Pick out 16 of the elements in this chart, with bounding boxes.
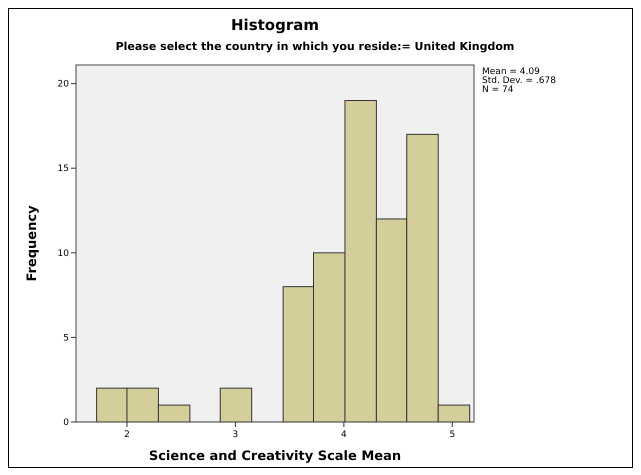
y-tick-label: 0 <box>63 418 70 428</box>
text: N = 74 <box>482 85 514 95</box>
y-tick-label: 20 <box>58 80 70 90</box>
y-axis-title: Frequency <box>25 204 40 282</box>
y-tick-label: 15 <box>58 164 69 174</box>
x-tick-label: 5 <box>449 430 456 440</box>
x-tick-label: 2 <box>124 430 130 440</box>
y-tick-label: 5 <box>63 333 69 344</box>
text: Mean = 4.09 <box>482 67 540 77</box>
y-tick-label: 10 <box>58 248 70 259</box>
chart-title: Histogram <box>231 16 319 34</box>
x-axis-title: Science and Creativity Scale Mean <box>148 449 402 464</box>
x-tick-label: 4 <box>340 430 347 440</box>
text: Std. Dev. = .678 <box>482 76 556 86</box>
x-tick-label: 3 <box>232 430 238 440</box>
chart-subtitle: Please select the country in which you reside:= United Kingdom <box>116 40 514 53</box>
